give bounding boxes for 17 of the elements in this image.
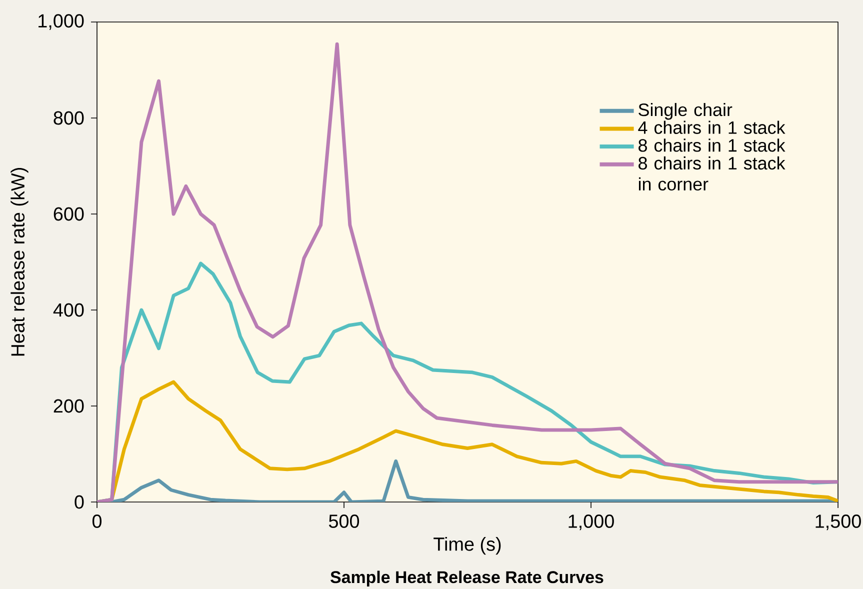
legend-label: 8 chairs in 1 stack bbox=[638, 138, 786, 152]
y-tick-label: 1,000 bbox=[38, 14, 84, 30]
y-tick-label: 600 bbox=[54, 207, 84, 221]
x-tick-label: 1,000 bbox=[568, 514, 614, 530]
x-tick-label: 1,500 bbox=[816, 514, 861, 530]
text: Sample Heat Release Rate Curves bbox=[330, 570, 604, 587]
y-axis-title: Heat release rate (kW) bbox=[10, 168, 28, 356]
y-tick-label: 400 bbox=[53, 303, 84, 317]
legend-label: 8 chairs in 1 stack in corner bbox=[638, 156, 786, 191]
y-tick-label: 200 bbox=[54, 399, 84, 413]
y-tick-label: 800 bbox=[54, 111, 84, 125]
x-tick-label: 500 bbox=[328, 514, 360, 528]
legend-label: Single chair bbox=[638, 102, 732, 120]
x-axis-title: Time (s) bbox=[434, 536, 501, 555]
y-tick-label: 0 bbox=[74, 495, 84, 509]
legend-label: 4 chairs in 1 stack bbox=[638, 120, 786, 134]
x-tick-label: 0 bbox=[92, 514, 102, 528]
